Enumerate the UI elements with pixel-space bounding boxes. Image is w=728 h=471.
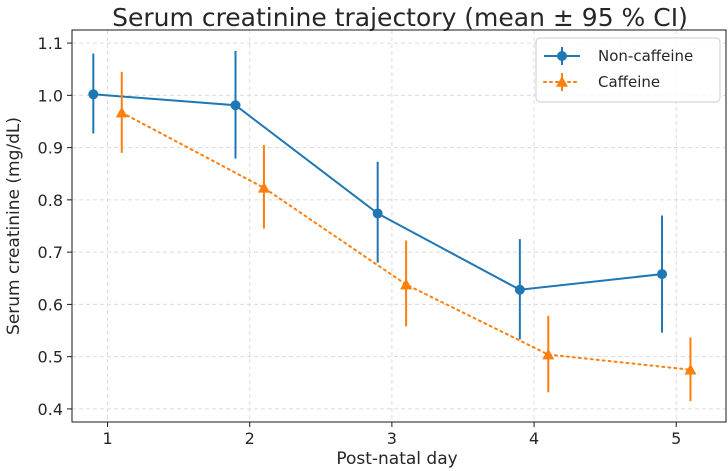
caffeine-point	[115, 106, 128, 118]
non-caffeine-point	[657, 269, 668, 280]
x-tick-label: 3	[387, 429, 397, 448]
caffeine-point	[684, 363, 697, 375]
non-caffeine-point	[230, 100, 241, 111]
non-caffeine-point	[372, 208, 383, 219]
y-tick-label: 0.5	[38, 348, 63, 367]
series-non-caffeine	[88, 50, 668, 340]
y-tick-label: 0.9	[38, 139, 63, 158]
y-axis-label: Serum creatinine (mg/dL)	[4, 117, 24, 335]
legend: Non-caffeine Caffeine	[535, 37, 721, 103]
chart-title: Serum creatinine trajectory (mean ± 95 %…	[112, 3, 688, 32]
non-caffeine-point	[514, 284, 525, 295]
series-layer	[88, 50, 697, 402]
y-tick-label: 0.4	[38, 400, 63, 419]
x-tick-label: 2	[245, 429, 255, 448]
y-tick-label: 0.6	[38, 295, 63, 314]
non-caffeine-point	[88, 89, 99, 100]
x-axis-label: Post-natal day	[336, 449, 457, 469]
caffeine-point	[542, 348, 555, 360]
legend-marker-caffeine	[556, 76, 568, 87]
x-tick-label: 1	[102, 429, 112, 448]
plot-frame	[71, 29, 727, 423]
y-tick-label: 0.7	[38, 243, 63, 262]
y-tick-label: 1.0	[38, 86, 63, 105]
y-tick-label: 1.1	[38, 34, 63, 53]
legend-label-caffeine: Caffeine	[598, 73, 660, 91]
legend-box	[535, 37, 721, 103]
x-tick-label: 4	[529, 429, 539, 448]
caffeine-point	[257, 181, 270, 193]
legend-label-non-caffeine: Non-caffeine	[598, 47, 693, 65]
caffeine-point	[400, 278, 413, 290]
x-tick-label: 5	[671, 429, 681, 448]
ticks: 0.4 0.5 0.6 0.7 0.8 0.9 1.0 1.1 1 2 3 4 5	[38, 34, 682, 448]
y-tick-label: 0.8	[38, 191, 63, 210]
series-caffeine	[115, 71, 697, 402]
legend-marker-non-caffeine	[557, 51, 567, 61]
